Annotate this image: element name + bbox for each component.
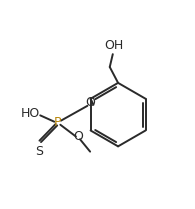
Text: HO: HO [21,107,40,120]
Text: OH: OH [104,39,123,52]
Text: P: P [54,116,61,129]
Text: O: O [73,130,83,143]
Text: S: S [35,145,43,158]
Text: O: O [85,96,95,109]
